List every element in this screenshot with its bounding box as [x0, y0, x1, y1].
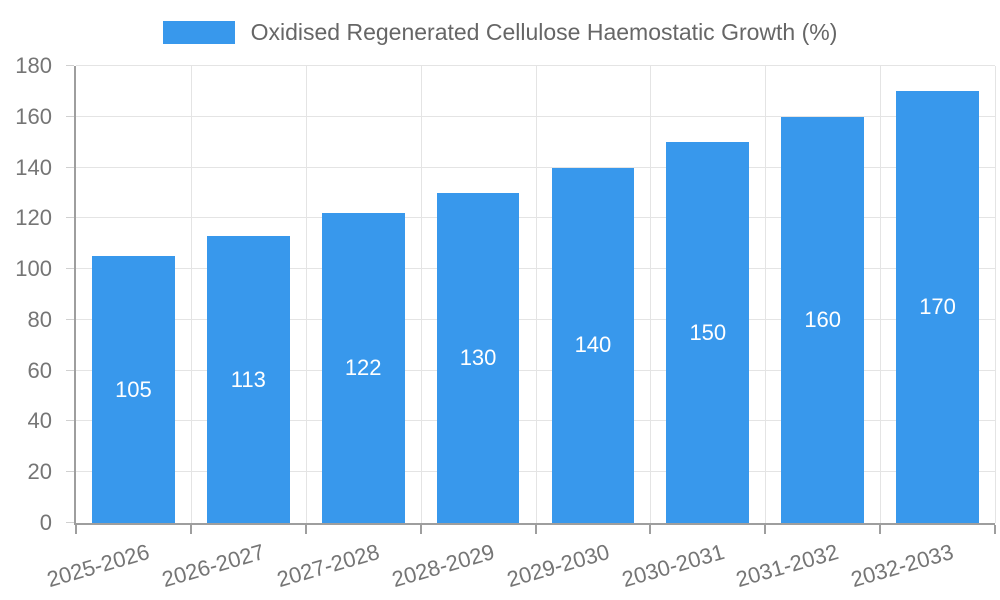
- y-axis-tick: [66, 268, 74, 270]
- bar: 105: [92, 256, 175, 523]
- y-tick-label: 140: [15, 154, 52, 180]
- chart-legend[interactable]: Oxidised Regenerated Cellulose Haemostat…: [0, 14, 1000, 50]
- bar: 170: [896, 91, 979, 523]
- bar: 113: [206, 236, 290, 523]
- y-axis-tick: [66, 420, 74, 422]
- y-axis-tick: [66, 115, 74, 117]
- y-axis-tick: [66, 217, 74, 219]
- y-axis-tick: [66, 65, 74, 66]
- v-gridline: [190, 66, 192, 523]
- y-tick-label: 160: [15, 103, 52, 129]
- bar-value-label: 150: [689, 319, 727, 345]
- bar: 130: [436, 192, 520, 523]
- y-tick-label: 20: [27, 459, 52, 485]
- y-tick-label: 0: [39, 510, 52, 535]
- bar: 160: [781, 116, 865, 523]
- y-axis-labels: 0 20 40 60 80 100 120 140 160 180: [0, 54, 58, 535]
- bar-value-label: 140: [574, 332, 612, 358]
- bar-value-label: 170: [919, 294, 956, 320]
- y-tick-label: 60: [27, 357, 52, 383]
- x-axis-tick: [534, 525, 537, 534]
- h-gridline: [76, 65, 995, 66]
- x-axis-tick: [189, 525, 192, 534]
- legend-swatch: [162, 20, 235, 44]
- bar-value-label: 130: [459, 344, 497, 370]
- y-axis-tick: [66, 471, 74, 473]
- x-axis-tick: [764, 525, 767, 534]
- y-tick-label: 120: [15, 205, 52, 231]
- x-category-label: 2032-2033: [848, 539, 957, 593]
- v-gridline: [420, 66, 422, 523]
- v-gridline: [765, 66, 767, 523]
- x-category-label: 2025-2026: [44, 539, 153, 593]
- y-tick-label: 100: [15, 256, 52, 282]
- x-category-label: 2027-2028: [274, 539, 383, 593]
- x-axis-tick: [304, 525, 307, 534]
- legend-label: Oxidised Regenerated Cellulose Haemostat…: [250, 18, 838, 45]
- x-category-label: 2026-2027: [159, 539, 268, 593]
- x-axis-tick: [419, 525, 422, 534]
- y-tick-label: 80: [27, 306, 52, 332]
- v-gridline: [880, 66, 882, 523]
- x-category-label: 2029-2030: [503, 539, 612, 593]
- bar: 122: [321, 213, 405, 523]
- y-tick-label: 40: [27, 408, 52, 434]
- x-category-label: 2031-2032: [733, 539, 842, 593]
- x-axis-tick: [649, 525, 652, 534]
- bar: 140: [551, 167, 635, 523]
- y-axis-tick: [66, 369, 74, 371]
- y-axis-tick: [66, 522, 74, 523]
- v-gridline: [995, 66, 996, 523]
- x-category-label: 2028-2029: [388, 539, 497, 593]
- x-axis-tick: [75, 525, 77, 534]
- y-axis-tick: [66, 318, 74, 320]
- v-gridline: [305, 66, 307, 523]
- bar-value-label: 105: [115, 376, 152, 402]
- x-axis-tick: [994, 525, 996, 534]
- bar-value-label: 113: [230, 366, 266, 392]
- plot-area: 105 113 122 130 140 150 160 170: [66, 65, 996, 534]
- x-axis-labels: 2025-2026 2026-2027 2027-2028 2028-2029 2029…: [44, 533, 993, 593]
- y-axis-tick: [66, 166, 74, 168]
- x-category-label: 2030-2031: [618, 539, 727, 593]
- v-gridline: [535, 66, 537, 523]
- y-tick-label: 180: [15, 53, 52, 78]
- x-axis-tick: [879, 525, 882, 534]
- bar-value-label: 122: [344, 355, 382, 381]
- bar-value-label: 160: [804, 306, 842, 332]
- bar: 150: [666, 142, 750, 523]
- v-gridline: [650, 66, 652, 523]
